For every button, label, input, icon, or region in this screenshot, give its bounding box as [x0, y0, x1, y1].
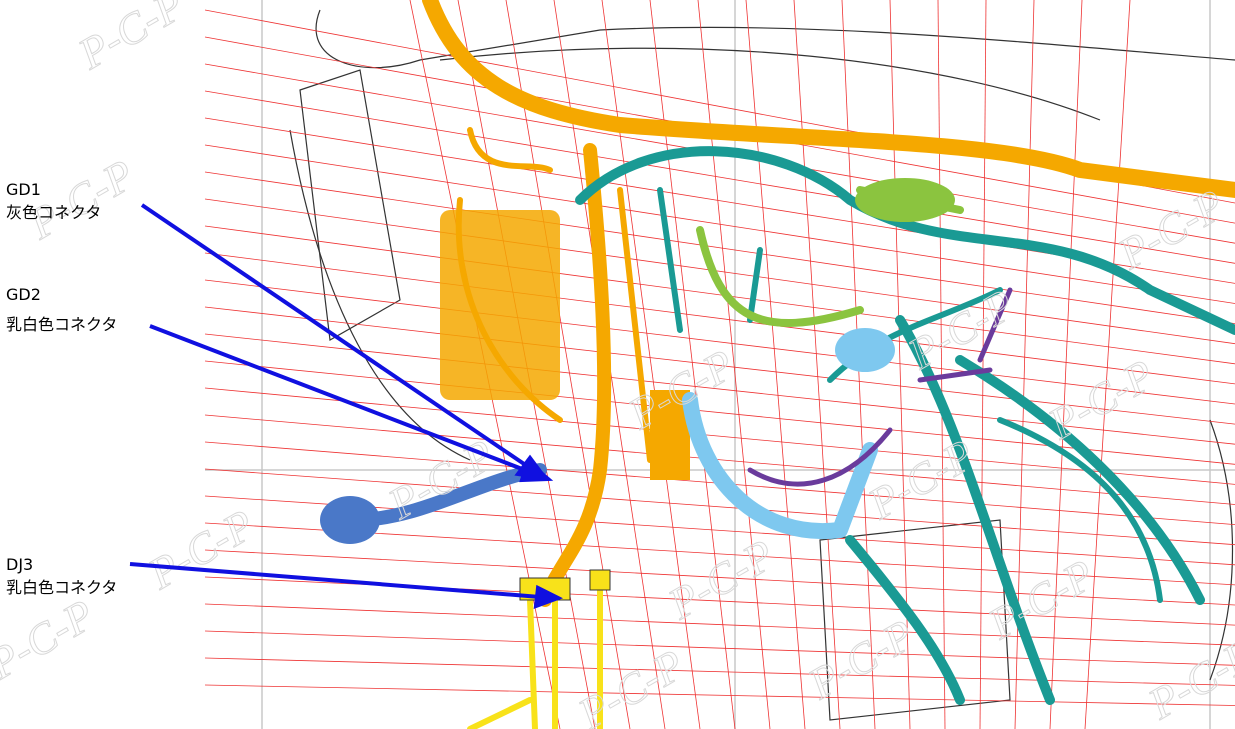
arrows — [129, 203, 564, 609]
guide-line — [204, 387, 1235, 485]
guide-line — [204, 495, 1235, 566]
guide-line — [204, 549, 1235, 606]
guide-lines — [204, 0, 1235, 729]
guide-line — [204, 306, 1235, 425]
connector-code: GD1 — [6, 180, 41, 199]
guide-line — [745, 0, 806, 729]
watermark: P-C-P — [570, 640, 693, 729]
connector-desc: 灰色コネクタ — [6, 203, 101, 222]
watermark: P-C-P — [0, 590, 102, 689]
guide-line — [204, 279, 1235, 405]
connector-desc: 乳白色コネクタ — [6, 578, 117, 597]
guide-line — [204, 414, 1235, 505]
guide-line — [204, 360, 1235, 465]
watermark: P-C-P — [70, 0, 193, 79]
watermark: P-C-P — [800, 610, 923, 709]
watermark: P-C-P — [660, 530, 783, 629]
guide-line — [204, 684, 1235, 706]
guide-line — [979, 0, 987, 729]
guide-line — [204, 603, 1235, 646]
guide-line — [505, 0, 631, 729]
guide-line — [697, 0, 771, 729]
watermark: P-C-P — [20, 150, 143, 249]
harness — [320, 0, 1235, 729]
guide-line — [204, 630, 1235, 666]
guide-line — [204, 252, 1235, 385]
watermark: P-C-P — [1110, 180, 1233, 279]
labels: GD1 灰色コネクタ GD2 乳白色コネクタ DJ3 乳白色コネクタ — [6, 180, 117, 597]
connector-desc: 乳白色コネクタ — [6, 315, 117, 334]
watermark: P-C-P — [1140, 630, 1235, 729]
guide-line — [204, 90, 1235, 264]
guide-line — [204, 198, 1235, 345]
guide-line — [793, 0, 841, 729]
guide-line — [1049, 0, 1083, 729]
body-outline — [289, 9, 1235, 721]
connector-code: DJ3 — [6, 555, 33, 574]
guide-line — [937, 0, 946, 729]
guide-line — [204, 657, 1235, 686]
guide-line — [204, 225, 1235, 365]
guide-line — [204, 522, 1235, 586]
watermark: P-C-P — [140, 500, 263, 599]
guide-line — [204, 468, 1235, 546]
guide-line — [204, 171, 1235, 324]
connector-code: GD2 — [6, 285, 41, 304]
guide-line — [1084, 0, 1131, 729]
